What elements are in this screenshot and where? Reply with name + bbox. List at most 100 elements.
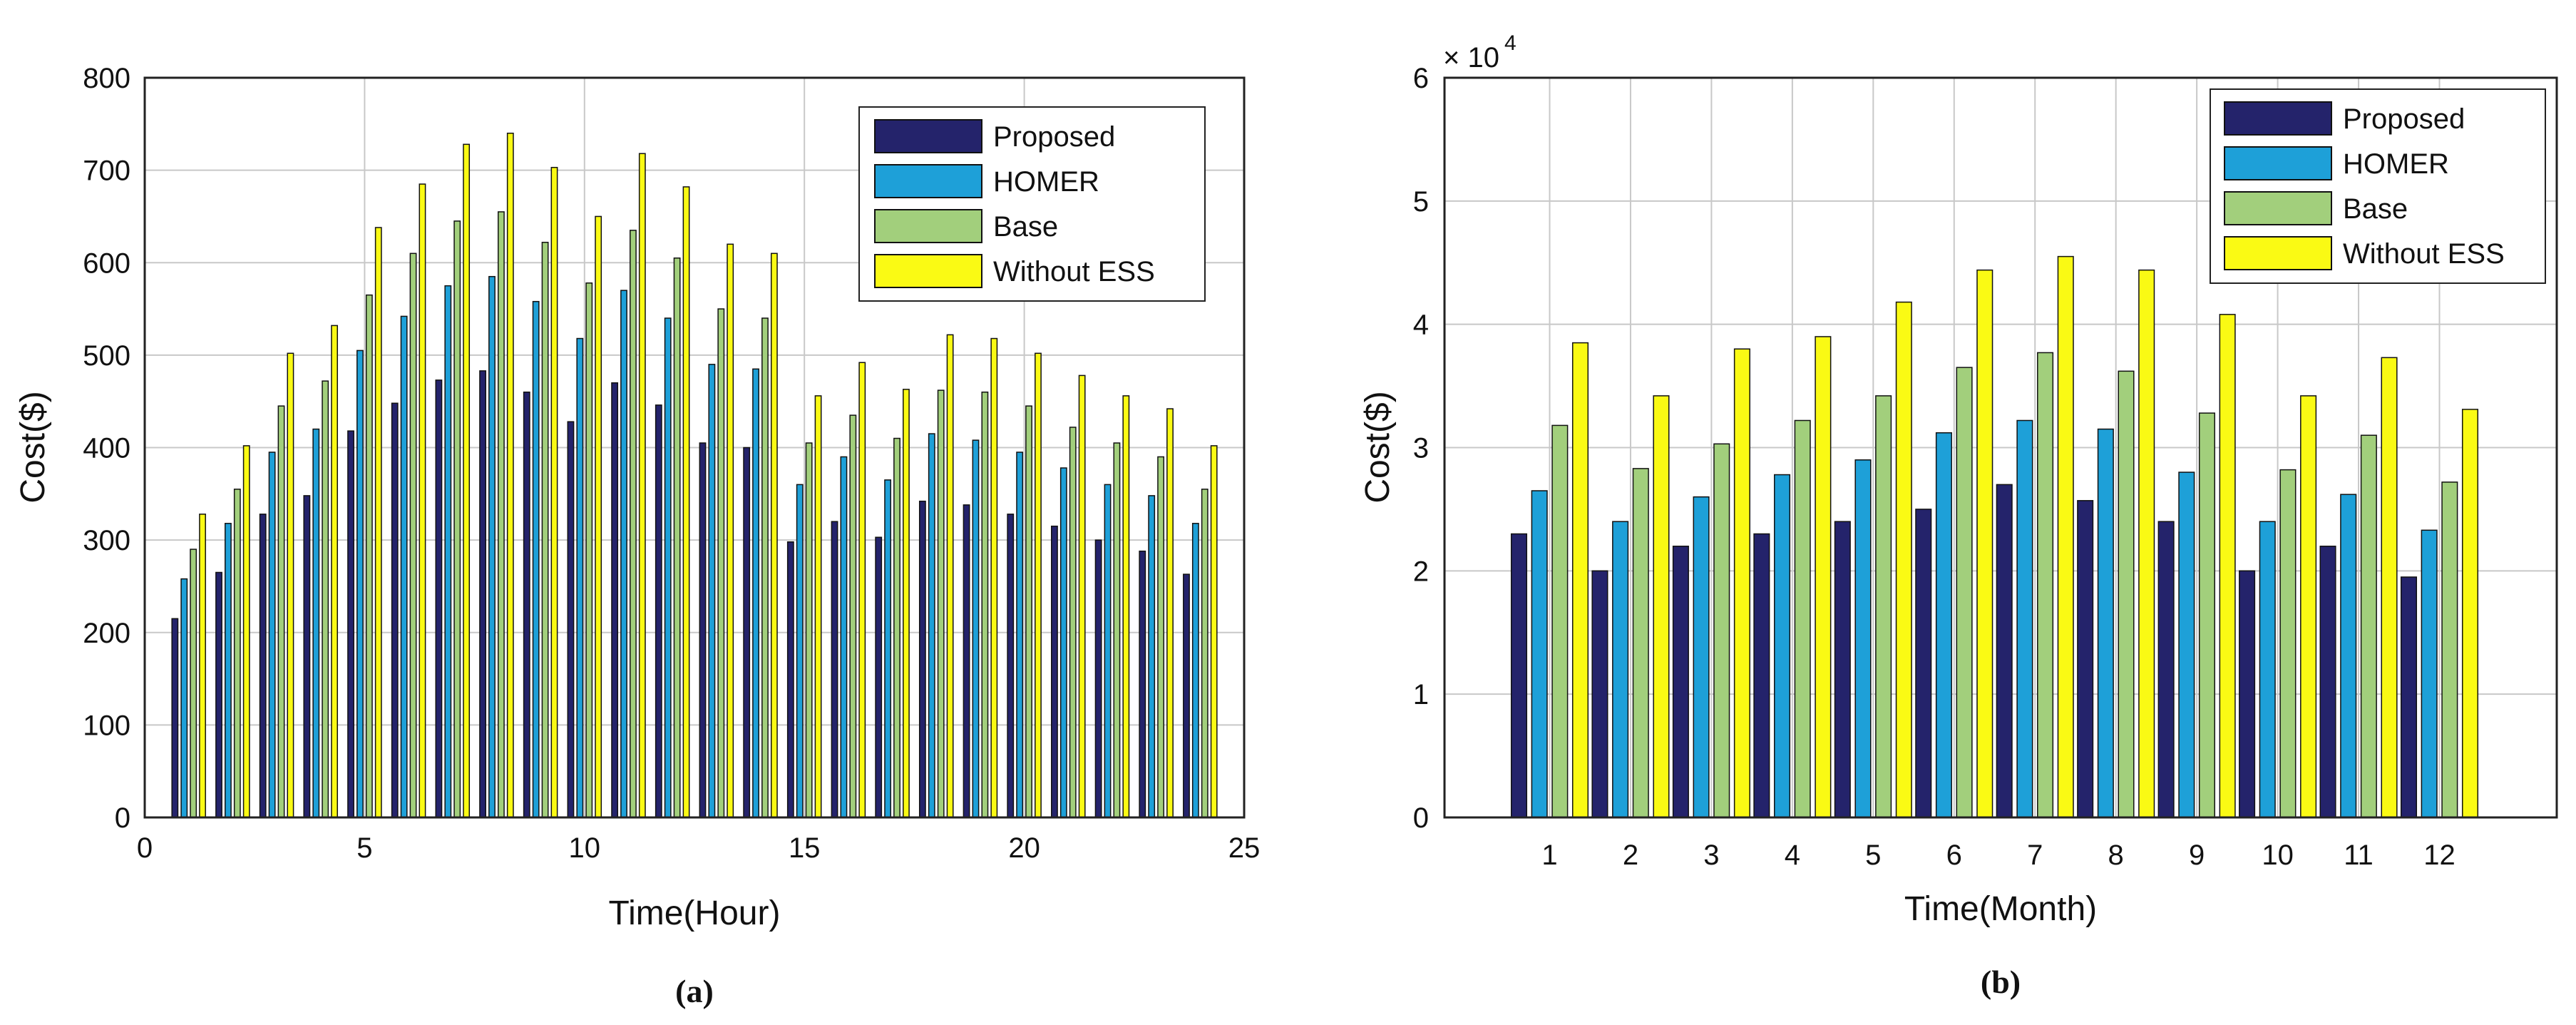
chart-a-bar-homer [180, 578, 188, 818]
chart-a-bar-without-ess [1035, 352, 1042, 818]
chart-a-legend-swatch [874, 254, 982, 288]
chart-b-bar-without-ess [2138, 269, 2155, 818]
chart-b-caption: (b) [1981, 964, 2021, 1000]
chart-a-bar-base [630, 230, 637, 818]
chart-a-xtick-label: 20 [1008, 832, 1040, 864]
chart-a-bar-homer [796, 484, 804, 818]
chart-a-bar-base [937, 389, 945, 818]
chart-a-bar-homer [928, 433, 935, 818]
chart-a-bar-proposed [215, 571, 222, 818]
chart-a-bar-homer [620, 290, 627, 818]
chart-b-scale-exponent: 4 [1504, 31, 1517, 55]
chart-a-legend-swatch [874, 119, 982, 153]
chart-a-bar-homer [1191, 523, 1199, 818]
chart-b-bar-without-ess [1733, 348, 1750, 818]
chart-b-bar-homer [2259, 521, 2276, 818]
chart-a-bar-without-ess [331, 325, 338, 818]
chart-a-xtick-label: 10 [569, 832, 601, 864]
chart-b-bar-proposed [1672, 546, 1689, 818]
chart-a-ytick-label: 0 [115, 802, 130, 834]
chart-a-bar-proposed [303, 495, 311, 818]
chart-b-legend-swatch [2224, 191, 2332, 225]
chart-b-xtick-label: 10 [2262, 840, 2294, 871]
chart-a-legend-label: HOMER [993, 166, 1099, 198]
chart-a-bar-without-ess [287, 352, 294, 818]
chart-b-xtick-label: 12 [2423, 840, 2456, 871]
chart-b-ytick-label: 6 [1413, 63, 1429, 94]
chart-b-bar-without-ess [2381, 357, 2398, 818]
chart-b-ytick-label: 4 [1413, 310, 1429, 341]
chart-a-ytick-label: 400 [83, 433, 130, 464]
chart-b-xtick-label: 8 [2108, 840, 2124, 871]
chart-b-bar-homer [1693, 496, 1710, 818]
chart-b-ytick-label: 1 [1413, 679, 1429, 710]
chart-a-bar-proposed [786, 541, 794, 818]
chart-a-bar-homer [884, 479, 892, 818]
chart-b-xtick-label: 1 [1541, 840, 1557, 871]
chart-b-bar-homer [2016, 419, 2033, 818]
chart-b-bar-base [2279, 469, 2297, 818]
chart-a-bar-base [849, 414, 857, 818]
chart-a-bar-base [1113, 442, 1121, 818]
chart-a-bar-base [1157, 456, 1165, 818]
chart-b-legend-label: Base [2343, 193, 2408, 225]
chart-b-bar-homer [1612, 521, 1629, 818]
chart-a-bar-base [409, 253, 417, 818]
chart-b-bar-homer [1854, 459, 1872, 818]
chart-a-bar-base [981, 391, 989, 818]
chart-b-xtick-label: 7 [2027, 840, 2043, 871]
chart-a-bar-proposed [963, 504, 970, 818]
chart-a-bar-without-ess [903, 389, 910, 818]
chart-b-bar-base [1551, 424, 1569, 818]
chart-b-ytick-label: 5 [1413, 186, 1429, 218]
chart-b-bar-without-ess [1895, 301, 1912, 818]
chart-a-bar-homer [356, 350, 364, 818]
chart-a-ytick-label: 500 [83, 340, 130, 372]
chart-a-legend-label: Base [993, 211, 1058, 243]
chart-b-bar-without-ess [1815, 336, 1832, 818]
chart-a-bar-proposed [743, 447, 751, 818]
chart-a-bar-base [322, 380, 329, 818]
chart-b-bar-homer [2178, 471, 2195, 818]
chart-a-bar-without-ess [374, 227, 382, 818]
chart-a-bar-without-ess [1166, 408, 1174, 818]
chart-a-legend-swatch [874, 164, 982, 198]
chart-a-ytick-label: 700 [83, 155, 130, 187]
chart-a-bar-without-ess [595, 215, 602, 818]
chart-b-bar-base [1632, 468, 1649, 818]
chart-b-bar-without-ess [1653, 395, 1670, 818]
chart-a-bar-proposed [655, 404, 662, 818]
chart-a-bar-proposed [479, 370, 486, 818]
chart-a-bar-base [277, 405, 285, 818]
chart-b-bar-without-ess [2219, 314, 2236, 818]
chart-b-ytick-label: 2 [1413, 556, 1429, 587]
chart-a-bar-proposed [259, 514, 267, 818]
chart-a-bar-without-ess [858, 362, 866, 818]
chart-a-bar-base [805, 442, 813, 818]
chart-b-bar-homer [1531, 490, 1548, 818]
chart-a-bar-without-ess [1078, 374, 1086, 818]
chart-a-ticks: 0 5 10 15 20 25 0 100 200 300 400 500 600 700 800 [83, 63, 1260, 864]
chart-a-bar-base [365, 294, 373, 818]
chart-b-bar-proposed [2239, 570, 2256, 818]
chart-a-ytick-label: 800 [83, 63, 130, 94]
chart-b-bar-base [2360, 434, 2377, 818]
chart-a-bar-without-ess [1210, 445, 1218, 818]
chart-a-bar-homer [444, 285, 452, 818]
chart-b-bar-base [1794, 419, 1811, 818]
chart-a-bar-homer [576, 337, 584, 818]
chart-a-axes-box [143, 76, 1246, 819]
chart-b-bar-without-ess [2057, 255, 2074, 818]
chart-b-bar-base [2198, 412, 2215, 818]
chart-a-bar-homer [488, 275, 496, 818]
chart-a-bar-without-ess [506, 133, 514, 818]
chart-a-legend: Proposed HOMER Base Without ESS [858, 106, 1206, 302]
chart-b-legend-swatch [2224, 236, 2332, 270]
chart-a-bar-homer [1148, 495, 1156, 818]
chart-a-caption: (a) [675, 973, 714, 1009]
chart-a-bar-proposed [831, 521, 838, 818]
chart-b-xtick-label: 6 [1946, 840, 1962, 871]
